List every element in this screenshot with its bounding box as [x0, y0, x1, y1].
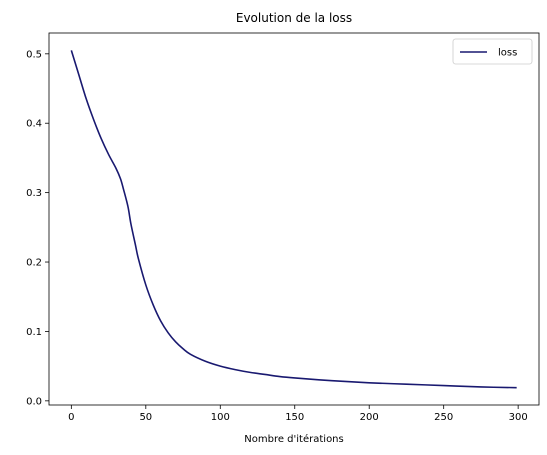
- x-tick-label: 0: [68, 412, 74, 423]
- y-tick-label: 0.0: [26, 396, 42, 407]
- plot-area: [48, 32, 540, 406]
- plot-frame: [48, 32, 540, 406]
- y-tick-label: 0.1: [26, 327, 42, 338]
- series-line-loss: [70, 50, 517, 389]
- x-tick-label: 250: [434, 412, 453, 423]
- x-tick-label: 150: [285, 412, 304, 423]
- legend-box: [452, 38, 533, 65]
- legend-label: loss: [498, 48, 517, 59]
- legend: loss: [452, 38, 533, 65]
- x-tick-label: 300: [509, 412, 528, 423]
- chart-title: Evolution de la loss: [236, 11, 352, 25]
- x-axis: 0 50 100 150 200 250 300: [68, 405, 528, 423]
- x-tick-label: 100: [211, 412, 230, 423]
- y-tick-label: 0.4: [26, 119, 42, 130]
- y-tick-label: 0.3: [26, 188, 42, 199]
- x-tick-label: 50: [139, 412, 152, 423]
- y-tick-label: 0.2: [26, 258, 42, 269]
- y-axis: 0.0 0.1 0.2 0.3 0.4 0.5: [26, 49, 49, 407]
- x-axis-label: Nombre d'itérations: [244, 433, 343, 445]
- y-tick-label: 0.5: [26, 49, 42, 60]
- x-tick-label: 200: [360, 412, 379, 423]
